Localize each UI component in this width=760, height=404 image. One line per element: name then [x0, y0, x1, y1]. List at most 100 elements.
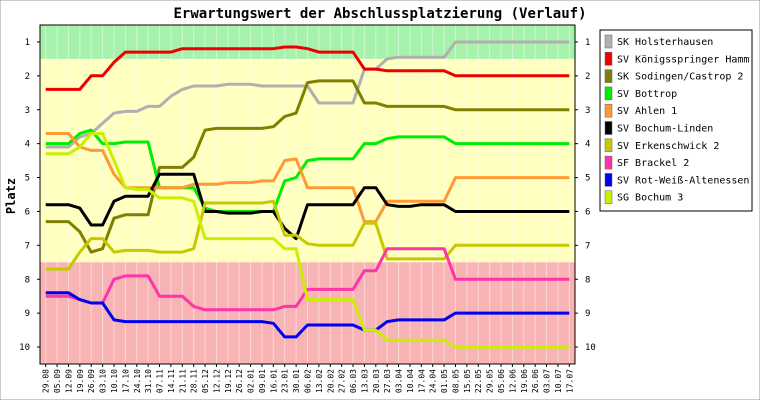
legend: SK Holsterhausen SV Königsspringer Hamm SK…: [599, 29, 753, 212]
x-tick-label: 22.05: [474, 369, 483, 393]
x-tick-label: 24.04: [429, 369, 438, 393]
x-tick-label: 13.03: [360, 369, 369, 393]
series-line-1: [45, 45, 570, 91]
x-tick-label: 05.09: [53, 369, 62, 393]
x-tick-label: 06.02: [304, 369, 313, 393]
series-line-2: [45, 79, 570, 254]
x-tick-label: 10.07: [554, 369, 563, 393]
legend-label-8: SV Rot-Weiß-Altenessen: [617, 175, 749, 186]
legend-label-6: SV Erkenschwick 2: [617, 141, 719, 152]
x-tick-label: 10.04: [406, 369, 415, 393]
x-tick-label: 01.05: [440, 369, 449, 393]
x-tick-label: 27.03: [383, 369, 392, 393]
y-axis-label: Platz: [4, 178, 18, 214]
x-tick-label: 28.11: [190, 369, 199, 393]
y-tick-label: 5: [25, 174, 30, 184]
series-line-9: [45, 132, 570, 349]
x-tick-label: 05.06: [497, 369, 506, 393]
x-tick-label: 29.05: [486, 369, 495, 393]
background-bands: [40, 25, 575, 364]
y-tick-label: 4: [25, 140, 30, 150]
legend-swatch-0: [604, 34, 613, 49]
y-tick-label: 3: [25, 106, 30, 116]
x-tick-label: 10.10: [110, 369, 119, 393]
series-line-6: [45, 199, 570, 271]
x-tick-label: 07.11: [156, 369, 165, 393]
x-tick-label: 30.01: [292, 369, 301, 393]
x-tick-label: 17.07: [565, 369, 574, 393]
x-tick-label: 02.01: [247, 369, 256, 393]
x-tick-label: 26.09: [87, 369, 96, 393]
x-tick-label: 20.02: [326, 369, 335, 393]
grid-lines: [45, 25, 570, 364]
x-tick-label: 17.10: [121, 369, 130, 393]
legend-label-3: SV Bottrop: [617, 89, 677, 100]
x-tick-label: 12.12: [212, 369, 221, 393]
legend-label-7: SF Brackel 2: [617, 158, 689, 169]
x-tick-label: 26.12: [235, 369, 244, 393]
x-tick-label: 16.01: [269, 369, 278, 393]
legend-swatch-8: [604, 173, 613, 187]
y-tick-label-right: 10: [585, 343, 596, 353]
x-tick-label: 09.01: [258, 369, 267, 393]
series-line-7: [45, 247, 570, 312]
y-tick-label-right: 8: [585, 275, 590, 285]
legend-label-4: SV Ahlen 1: [617, 106, 677, 117]
x-tick-label: 21.11: [178, 369, 187, 393]
x-tick-label: 13.02: [315, 369, 324, 393]
x-tick-label: 19.06: [520, 369, 529, 393]
x-tick-label: 05.12: [201, 369, 210, 393]
y-tick-label: 10: [19, 343, 30, 353]
legend-swatch-2: [604, 69, 613, 83]
x-tick-label: 27.02: [338, 369, 347, 393]
legend-swatch-5: [604, 121, 613, 135]
y-tick-label-right: 6: [585, 207, 590, 217]
legend-swatch-3: [604, 86, 613, 101]
series-line-8: [45, 291, 570, 339]
x-tick-label: 29.08: [42, 369, 51, 393]
x-tick-label: 12.06: [508, 369, 517, 393]
legend-label-1: SV Königsspringer Hamm: [617, 54, 749, 65]
x-tick-label: 23.01: [281, 369, 290, 393]
x-tick-label: 24.10: [133, 369, 142, 393]
x-tick-label: 19.12: [224, 369, 233, 393]
y-tick-label: 7: [25, 241, 30, 251]
legend-label-0: SK Holsterhausen: [617, 37, 713, 48]
legend-swatch-1: [604, 52, 613, 66]
y-tick-label: 9: [25, 309, 30, 319]
y-tick-label: 8: [25, 275, 30, 285]
legend-label-2: SK Sodingen/Castrop 2: [617, 72, 743, 83]
series-line-5: [45, 172, 570, 241]
x-tick-label: 08.05: [452, 369, 461, 393]
legend-swatch-6: [604, 138, 613, 153]
x-tick-label: 03.04: [395, 369, 404, 393]
x-tick-label: 20.03: [372, 369, 381, 393]
legend-swatch-9: [604, 190, 613, 204]
x-tick-label: 06.03: [349, 369, 358, 393]
x-tick-label: 31.10: [144, 369, 153, 393]
x-tick-label: 19.09: [76, 369, 85, 393]
legend-swatch-7: [604, 155, 613, 170]
y-tick-label-right: 7: [585, 241, 590, 251]
x-tick-label: 26.06: [531, 369, 540, 393]
series-line-3: [45, 128, 570, 213]
legend-label-5: SV Bochum-Linden: [617, 124, 713, 135]
y-tick-label-right: 9: [585, 309, 590, 319]
y-tick-label-right: 3: [585, 106, 590, 116]
y-tick-label-right: 2: [585, 72, 590, 82]
series-lines: [45, 40, 570, 349]
x-tick-label: 14.11: [167, 369, 176, 393]
legend-label-9: SG Bochum 3: [617, 193, 683, 204]
y-tick-label: 1: [25, 38, 30, 48]
x-tick-label: 15.05: [463, 369, 472, 393]
y-tick-label-right: 5: [585, 174, 590, 184]
y-tick-label-right: 1: [585, 38, 590, 48]
legend-box: [599, 29, 753, 212]
y-tick-label: 2: [25, 72, 30, 82]
x-tick-label: 03.07: [543, 369, 552, 393]
x-tick-label: 12.09: [65, 369, 74, 393]
y-tick-label-right: 4: [585, 140, 590, 150]
